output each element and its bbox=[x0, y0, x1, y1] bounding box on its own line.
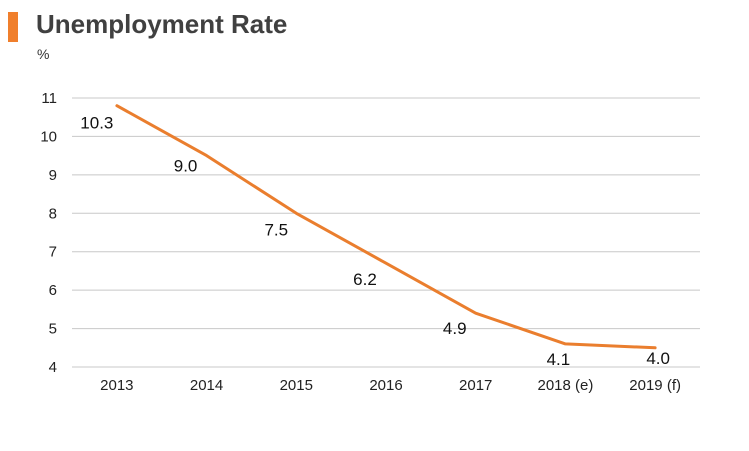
data-label: 4.1 bbox=[547, 350, 571, 369]
y-tick-label: 4 bbox=[49, 359, 57, 376]
x-tick-label: 2015 bbox=[280, 377, 313, 394]
x-tick-label: 2016 bbox=[369, 377, 402, 394]
y-tick-label: 8 bbox=[49, 205, 57, 222]
gridlines bbox=[72, 97, 700, 368]
chart-title: Unemployment Rate bbox=[36, 9, 288, 39]
title-accent-bar bbox=[8, 12, 18, 42]
data-label: 4.9 bbox=[443, 319, 467, 338]
y-tick-label: 5 bbox=[49, 321, 57, 338]
y-tick-label: 10 bbox=[40, 128, 57, 145]
y-tick-label: 11 bbox=[41, 90, 57, 107]
x-tick-label: 2019 (f) bbox=[629, 377, 681, 394]
series-line bbox=[115, 104, 657, 350]
series bbox=[115, 104, 657, 350]
data-label: 6.2 bbox=[353, 270, 377, 289]
x-tick-label: 2018 (e) bbox=[537, 377, 593, 394]
data-labels: 10.3 9.0 7.5 6.2 4.9 4.1 4.0 bbox=[80, 114, 670, 369]
data-label: 4.0 bbox=[646, 349, 670, 368]
y-axis-ticks: 4 5 6 7 8 9 10 11 bbox=[40, 90, 57, 376]
y-tick-label: 7 bbox=[49, 244, 57, 261]
y-tick-label: 6 bbox=[49, 282, 57, 299]
x-tick-label: 2013 bbox=[100, 377, 133, 394]
y-axis-unit: % bbox=[37, 46, 50, 62]
data-label: 10.3 bbox=[80, 114, 113, 133]
x-tick-label: 2017 bbox=[459, 377, 492, 394]
y-tick-label: 9 bbox=[49, 167, 57, 184]
x-tick-label: 2014 bbox=[190, 377, 223, 394]
x-axis-ticks: 2013 2014 2015 2016 2017 2018 (e) 2019 (f) bbox=[100, 377, 681, 394]
data-label: 9.0 bbox=[174, 157, 198, 176]
data-label: 7.5 bbox=[264, 220, 288, 239]
